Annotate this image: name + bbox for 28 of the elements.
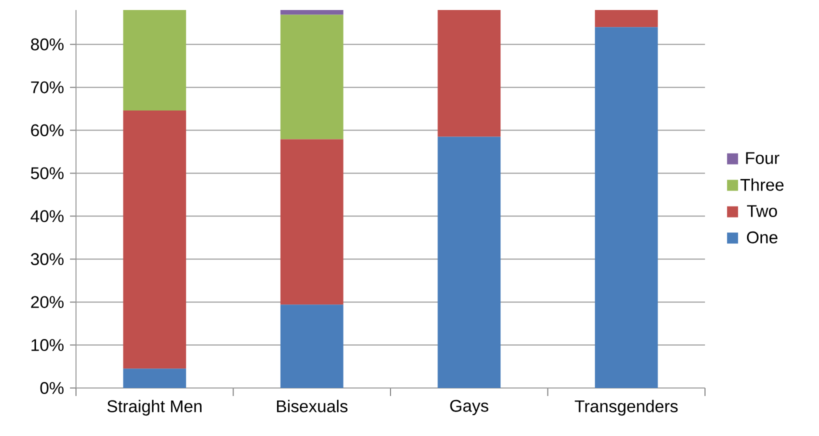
y-tick-label: 70% [31,81,64,94]
x-tick-label: Straight Men [107,400,202,416]
bar [594,27,658,388]
x-tick-label: Gays [450,400,488,416]
y-tick-label: 40% [30,210,64,222]
x-tick-label: Transgenders [574,400,678,416]
bar [280,304,344,388]
bar [123,110,186,369]
legend-label: Two [747,205,777,218]
bar [280,14,344,140]
bar [280,10,344,15]
y-tick-label: 50% [30,167,64,180]
y-tick-label: 20% [31,296,64,308]
bar [438,136,501,388]
legend-label: Four [746,152,780,164]
y-tick-label: 30% [30,253,64,266]
legend-label: Three [740,178,784,191]
bar [280,139,344,305]
x-tick-label: Bisexuals [277,400,348,412]
bar [438,10,501,137]
legend-label: One [746,231,778,244]
y-tick-label: 0% [40,382,64,394]
bar [123,10,186,111]
bar [594,10,658,28]
y-tick-label: 10% [32,339,64,352]
bar [123,368,186,388]
y-tick-label: 80% [30,38,64,50]
y-tick-label: 60% [31,124,64,136]
